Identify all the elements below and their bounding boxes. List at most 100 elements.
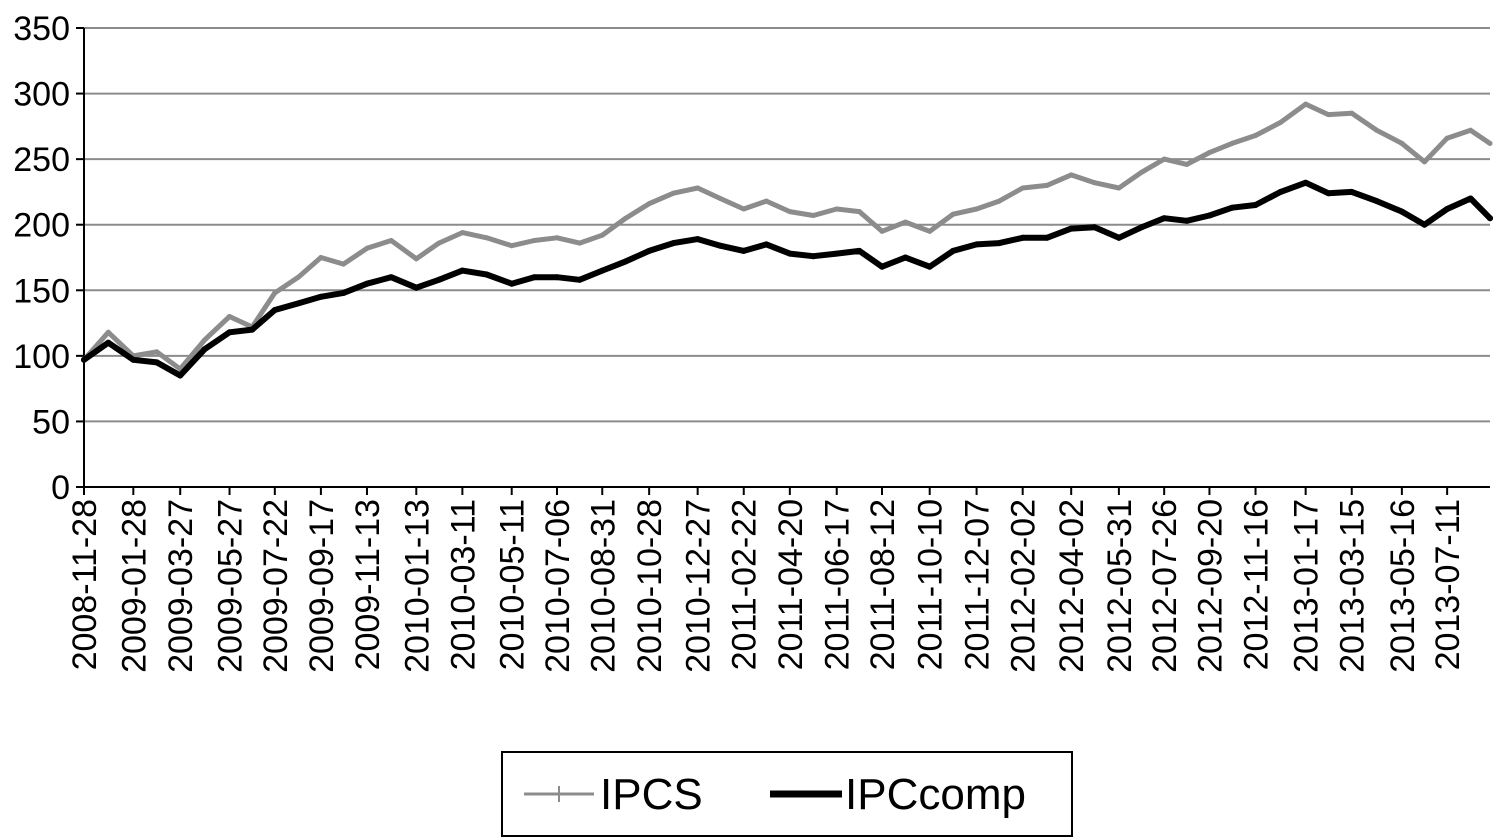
x-axis-ticks: 2008-11-28 2009-01-28 2009-03-27 2009-05-27… <box>66 487 1467 673</box>
data-point-ipccomp <box>1348 188 1355 195</box>
gridlines <box>84 27 1490 423</box>
data-point-ipcs <box>879 228 885 234</box>
data-point-ipccomp <box>413 284 420 291</box>
data-point-ipcs <box>1253 133 1258 138</box>
data-point-ipccomp <box>226 329 233 336</box>
data-point-ipcs <box>272 290 278 296</box>
data-point-ipcs <box>554 235 560 241</box>
data-point-ipcs <box>227 314 232 319</box>
data-point-ipcs <box>1044 182 1050 188</box>
data-point-ipccomp <box>856 247 863 254</box>
x-tick-label: 2012-07-26 <box>1146 499 1184 673</box>
data-point-ipcs <box>902 219 908 225</box>
data-point-ipccomp <box>317 293 324 300</box>
data-point-ipccomp <box>1467 195 1474 202</box>
x-tick-label: 2011-08-12 <box>864 499 902 670</box>
x-tick-label: 2010-05-11 <box>494 499 532 670</box>
y-tick-label: 150 <box>13 272 70 310</box>
data-point-ipcs <box>996 198 1002 204</box>
data-point-ipcs <box>1161 156 1167 162</box>
data-point-ipcs <box>436 240 442 246</box>
data-point-ipccomp <box>1302 179 1309 186</box>
y-tick-label: 250 <box>13 141 70 179</box>
data-point-ipccomp <box>388 274 395 281</box>
data-point-ipccomp <box>130 356 137 363</box>
data-point-ipccomp <box>1138 224 1145 231</box>
data-point-ipccomp <box>1421 221 1428 228</box>
data-point-ipcs <box>1468 127 1474 133</box>
x-tick-label: 2010-03-11 <box>444 499 482 670</box>
data-point-ipccomp <box>81 356 87 363</box>
data-point-ipcs <box>295 274 301 280</box>
x-tick-label: 2010-07-06 <box>539 499 577 673</box>
data-point-ipcs <box>105 329 111 335</box>
x-tick-label: 2010-08-31 <box>584 499 622 673</box>
data-point-ipccomp <box>717 242 724 249</box>
x-tick-label: 2013-01-17 <box>1288 499 1326 673</box>
series-lines <box>81 101 1493 379</box>
data-point-ipcs <box>1116 185 1122 191</box>
data-point-ipccomp <box>622 258 629 265</box>
data-point-ipccomp <box>271 307 278 313</box>
data-point-ipcs <box>670 190 676 196</box>
x-tick-label: 2009-03-27 <box>162 499 200 673</box>
x-tick-label: 2010-01-13 <box>398 499 436 673</box>
x-tick-label: 2011-12-07 <box>959 499 997 670</box>
data-point-ipccomp <box>249 326 256 333</box>
data-point-ipccomp <box>1091 224 1098 231</box>
data-point-ipccomp <box>694 236 701 243</box>
data-point-ipcs <box>577 240 583 246</box>
data-point-ipccomp <box>1019 234 1026 241</box>
data-point-ipccomp <box>1373 198 1380 205</box>
y-tick-label: 100 <box>13 338 70 376</box>
data-point-ipccomp <box>576 276 583 283</box>
y-axis-ticks: 0 50 100 150 200 250 300 350 <box>13 10 84 507</box>
x-tick-label: 2013-03-15 <box>1334 499 1372 673</box>
data-point-ipcs <box>646 201 652 207</box>
data-point-ipccomp <box>295 300 302 307</box>
data-point-ipcs <box>623 215 629 221</box>
data-point-ipcs <box>1487 140 1493 146</box>
y-tick-label: 350 <box>13 10 70 48</box>
data-point-ipccomp <box>483 271 490 278</box>
data-point-ipcs <box>1092 180 1098 186</box>
data-point-ipcs <box>484 235 490 241</box>
x-tick-label: 2011-06-17 <box>819 499 857 670</box>
data-point-ipccomp <box>973 241 980 248</box>
data-point-ipcs <box>1303 101 1309 107</box>
data-point-ipcs <box>974 206 980 212</box>
data-point-ipccomp <box>1252 202 1259 208</box>
data-point-ipccomp <box>1206 212 1213 219</box>
x-tick-label: 2009-07-22 <box>257 499 295 673</box>
data-point-ipcs <box>763 198 769 204</box>
data-point-ipccomp <box>1068 225 1075 232</box>
x-tick-label: 2010-10-28 <box>631 499 669 673</box>
x-tick-label: 2009-11-13 <box>349 499 387 670</box>
x-tick-label: 2011-02-22 <box>726 499 764 670</box>
data-point-ipcs <box>717 196 723 201</box>
data-point-ipccomp <box>201 346 208 353</box>
data-point-ipcs <box>1139 169 1144 175</box>
legend-box <box>501 751 1073 837</box>
data-point-ipcs <box>1399 140 1405 146</box>
x-tick-label: 2010-12-27 <box>680 499 718 673</box>
data-point-ipccomp <box>1183 217 1190 224</box>
data-point-ipccomp <box>786 250 793 257</box>
data-point-ipcs <box>388 238 394 243</box>
data-point-ipcs <box>531 238 537 243</box>
data-point-ipccomp <box>902 254 909 261</box>
data-point-ipcs <box>1349 110 1355 116</box>
data-point-ipcs <box>1374 127 1380 133</box>
legend-label-ipccomp: IPCcomp <box>845 770 1026 819</box>
data-point-ipccomp <box>599 267 606 274</box>
data-point-ipcs <box>202 337 207 343</box>
data-point-ipcs <box>810 213 816 218</box>
y-tick-label: 300 <box>13 76 70 114</box>
x-tick-label: 2009-09-17 <box>303 499 341 673</box>
data-point-ipcs <box>413 256 419 262</box>
data-point-ipccomp <box>926 263 933 270</box>
data-point-ipcs <box>599 232 605 238</box>
data-point-ipcs <box>1184 161 1190 167</box>
data-point-ipccomp <box>1161 215 1168 222</box>
